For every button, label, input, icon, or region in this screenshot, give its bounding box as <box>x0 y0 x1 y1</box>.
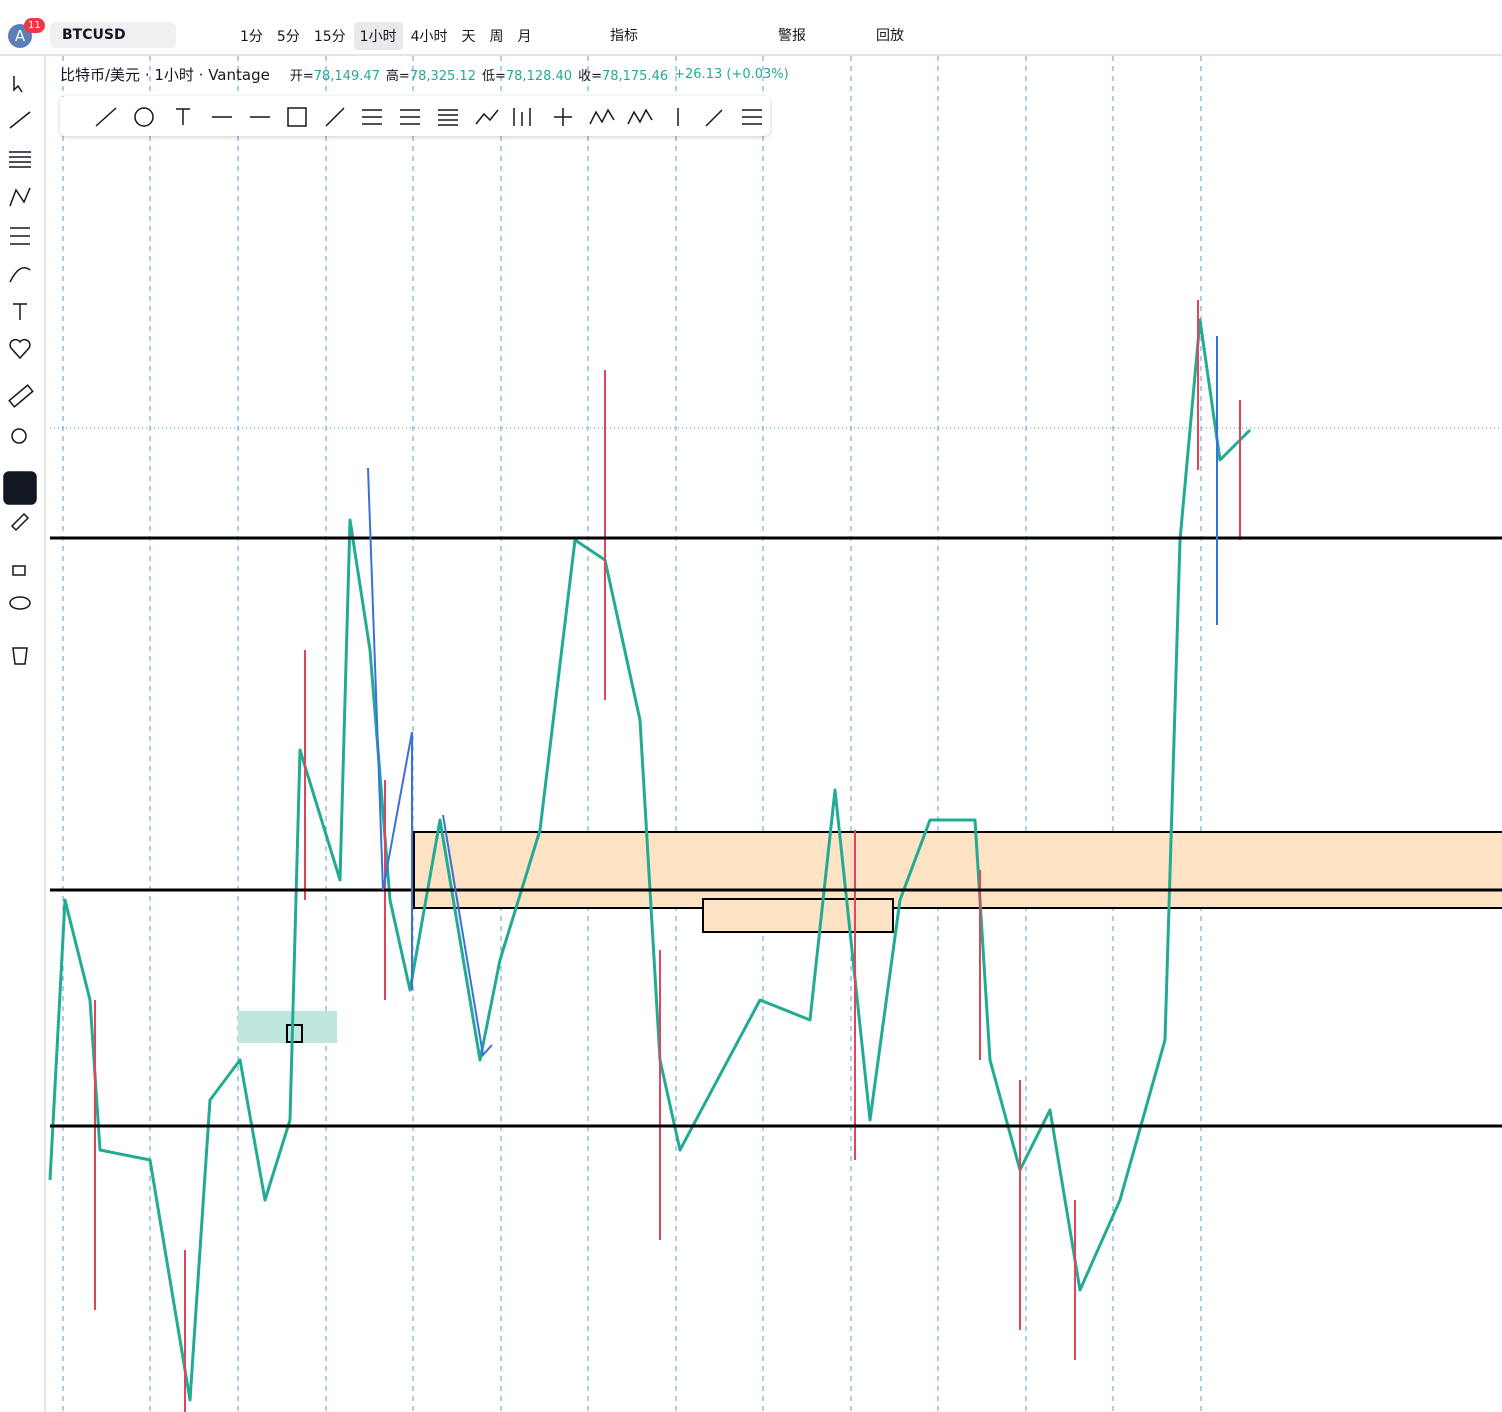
cursor-icon[interactable] <box>13 76 23 93</box>
text-icon[interactable] <box>13 303 27 320</box>
visibility-icon[interactable] <box>9 596 31 610</box>
timeframe-button[interactable]: 月 <box>517 29 532 45</box>
ohlc-label: 低= <box>481 69 506 84</box>
ohlc: 开=78,149.47 高=78,325.12 低=78,128.40 收=78,17… <box>290 65 668 84</box>
trendline-icon[interactable] <box>9 111 31 129</box>
tool[interactable] <box>176 108 190 125</box>
fib-icon[interactable] <box>9 151 31 168</box>
timeframe-button[interactable]: 周 <box>489 29 504 45</box>
brush-icon[interactable] <box>9 267 31 283</box>
zone-box-small <box>702 898 894 933</box>
favorite-icon[interactable] <box>9 338 31 360</box>
legend-title: 比特币/美元 · 1小时 · Vantage <box>60 66 270 84</box>
tool[interactable] <box>554 108 572 126</box>
magnet-icon[interactable] <box>3 471 37 505</box>
tool[interactable] <box>589 108 615 125</box>
timeframe-button[interactable]: 15分 <box>313 29 346 45</box>
toolbar-actions: 指标 警报 回放 <box>610 25 904 45</box>
delete-icon[interactable] <box>12 647 28 665</box>
marker-box <box>286 1024 303 1043</box>
top-toolbar: A 11 BTCUSD 1分 5分 15分 1小时 4小时天周月 指标 警报 回放 <box>0 0 1502 56</box>
zone-box <box>413 831 1502 909</box>
indicators-button[interactable]: 指标 <box>610 28 638 44</box>
tool[interactable] <box>95 107 117 127</box>
drawing-sidebar <box>0 56 46 1412</box>
symbol-search[interactable]: BTCUSD <box>50 22 176 48</box>
ohlc-value: 78,325.12 <box>409 69 476 84</box>
timeframe-button[interactable]: 1分 <box>240 29 263 45</box>
pattern-icon[interactable] <box>9 187 31 207</box>
ohlc-item: 低=78,128.40 <box>482 65 572 84</box>
tool[interactable] <box>400 109 420 125</box>
tool[interactable] <box>627 108 653 125</box>
ohlc-label: 收= <box>578 69 602 84</box>
timeframe-button[interactable]: 1小时 <box>353 22 403 50</box>
tool[interactable] <box>705 109 723 127</box>
zoom-icon[interactable] <box>11 428 27 444</box>
timeframe-button[interactable]: 5分 <box>276 29 300 45</box>
timeframe-button[interactable]: 4小时 <box>410 29 448 45</box>
ohlc-item: 高=78,325.12 <box>386 65 476 84</box>
notification-badge: 11 <box>24 18 45 33</box>
ohlc-value: 78,128.40 <box>505 69 573 84</box>
chart-legend: 比特币/美元 · 1小时 · Vantage 开=78,149.47 高=78,3… <box>60 64 789 85</box>
ruler-icon[interactable] <box>8 384 34 408</box>
ohlc-item: 开=78,149.47 <box>290 65 380 84</box>
timeframe-button[interactable]: 天 <box>461 29 476 45</box>
tool[interactable] <box>438 109 458 126</box>
tool[interactable] <box>287 107 307 127</box>
tool[interactable] <box>362 109 382 125</box>
change: +26.13 (+0.03%) <box>674 67 789 82</box>
price-path <box>48 318 1252 1402</box>
blue-drawings <box>367 336 1218 1058</box>
replay-button[interactable]: 回放 <box>876 28 904 44</box>
sidebar-icons <box>3 76 37 665</box>
ohlc-item: 收=78,175.46 <box>578 65 668 84</box>
tool[interactable] <box>134 107 154 127</box>
ohlc-label: 高= <box>385 69 410 84</box>
ohlc-value: 78,149.47 <box>313 69 380 84</box>
draw-tool-icons <box>95 107 762 127</box>
ohlc-value: 78,175.46 <box>601 69 669 84</box>
floating-draw-toolbar <box>60 96 770 136</box>
lock-icon[interactable] <box>12 565 26 576</box>
tool[interactable] <box>325 107 345 127</box>
timeframes: 1分 5分 15分 1小时 4小时天周月 <box>232 22 538 50</box>
ohlc-label: 开= <box>289 69 314 84</box>
forecast-icon[interactable] <box>10 227 30 245</box>
horizontal-levels <box>50 536 1502 1128</box>
alerts-button[interactable]: 警报 <box>778 28 806 44</box>
tool[interactable] <box>475 109 499 125</box>
session-lines <box>62 56 1202 1412</box>
lock-draw-icon[interactable] <box>10 512 30 532</box>
tool[interactable] <box>742 109 762 125</box>
tool[interactable] <box>513 108 531 126</box>
